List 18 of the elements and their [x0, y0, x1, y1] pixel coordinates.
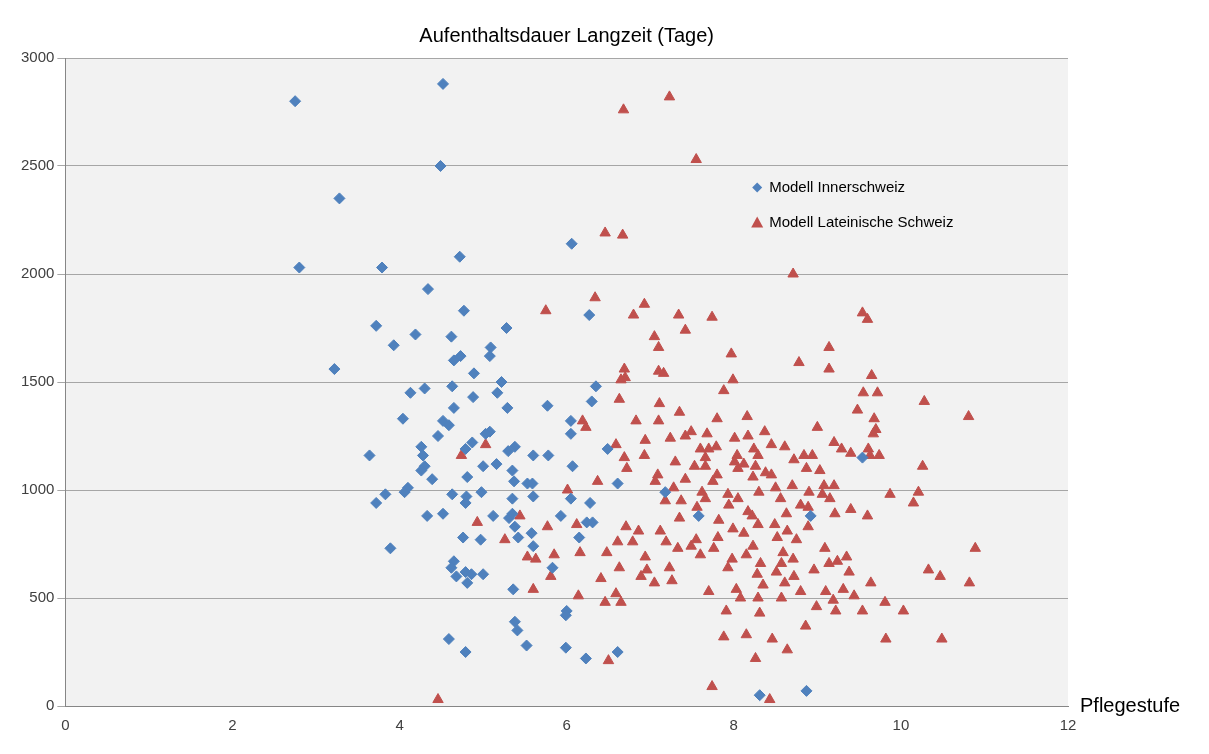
- legend-label: Modell Lateinische Schweiz: [769, 212, 954, 230]
- y-axis-title: Aufenthaltsdauer Langzeit (Tage): [419, 23, 714, 46]
- y-tick-label: 1000: [20, 480, 55, 498]
- y-tick-label: 2500: [20, 156, 55, 174]
- legend-label: Modell Innerschweiz: [769, 177, 906, 195]
- x-axis-title: Pflegestufe: [1080, 693, 1181, 716]
- y-tick-label: 500: [29, 588, 55, 606]
- x-tick-label: 8: [729, 716, 738, 734]
- x-tick-label: 4: [395, 716, 404, 734]
- x-tick-label: 12: [1059, 716, 1077, 734]
- y-tick-label: 1500: [20, 372, 55, 390]
- x-tick-label: 2: [228, 716, 237, 734]
- y-tick-label: 2000: [20, 264, 55, 282]
- y-tick-label: 0: [46, 696, 55, 714]
- x-tick-label: 6: [562, 716, 571, 734]
- y-tick-label: 3000: [20, 48, 55, 66]
- x-tick-label: 0: [61, 716, 70, 734]
- x-tick-label: 10: [892, 716, 910, 734]
